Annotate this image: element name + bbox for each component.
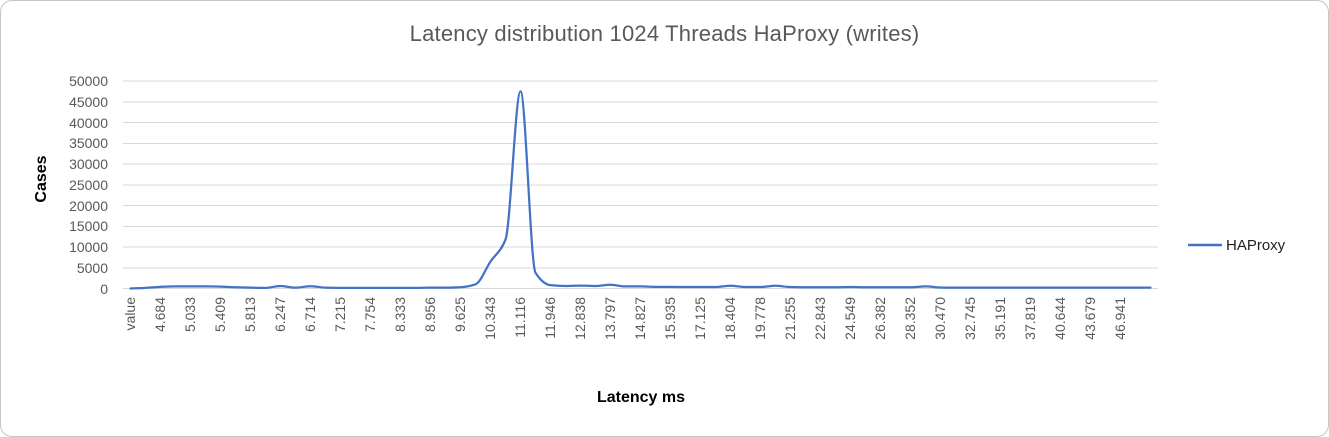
y-tick-label: 40000 (69, 114, 108, 131)
x-tick-label: 5.033 (182, 297, 198, 333)
y-tick-label: 30000 (69, 156, 108, 172)
y-tick-label: 50000 (69, 73, 108, 89)
x-axis-title: Latency ms (596, 389, 686, 406)
y-tick-label: 25000 (69, 176, 108, 193)
x-tick-label: 6.714 (302, 297, 318, 333)
x-tick-label: 14.827 (632, 297, 648, 340)
y-tick-label: 15000 (69, 218, 108, 235)
y-tick-label: 20000 (69, 197, 108, 214)
x-tick-label: 4.684 (152, 297, 168, 333)
x-tick-label: 21.255 (782, 297, 798, 340)
chart-title: Latency distribution 1024 Threads HaProx… (409, 21, 920, 46)
x-tick-label: 7.215 (332, 297, 348, 333)
legend: HAProxy (1187, 233, 1285, 257)
x-tick-label: 40.644 (1052, 297, 1068, 340)
y-tick-label: 5000 (76, 259, 108, 276)
x-tick-label: 32.745 (962, 297, 978, 340)
x-tick-label: 13.797 (602, 297, 618, 340)
y-tick-label: 45000 (69, 93, 108, 110)
x-tick-label: 43.679 (1082, 297, 1098, 340)
x-tick-label: 5.409 (212, 297, 228, 333)
x-tick-label: 26.382 (872, 297, 888, 340)
x-tick-label: 8.333 (392, 297, 408, 333)
x-tick-label: 15.935 (662, 297, 678, 340)
x-tick-label: 5.813 (242, 297, 258, 333)
x-tick-label: 11.946 (542, 297, 558, 339)
x-tick-label: value (122, 297, 138, 331)
x-tick-label: 28.352 (902, 297, 918, 340)
haproxy-series-line (129, 90, 1152, 290)
x-tick-label: 37.819 (1022, 297, 1038, 340)
x-tick-label: 11.116 (512, 297, 528, 338)
x-tick-label: 8.956 (422, 297, 438, 333)
x-tick-label: 9.625 (452, 297, 468, 333)
legend-label: HAProxy (1226, 236, 1286, 254)
x-tick-label: 17.125 (692, 297, 708, 340)
x-tick-label: 7.754 (362, 297, 378, 333)
x-tick-label: 12.838 (572, 297, 588, 340)
x-tick-label: 30.470 (932, 297, 948, 340)
x-tick-label: 18.404 (722, 297, 738, 340)
x-tick-label: 24.549 (842, 297, 858, 340)
y-tick-label: 35000 (69, 135, 108, 152)
x-tick-label: 10.343 (482, 297, 498, 340)
y-tick-label: 10000 (69, 239, 108, 255)
legend-line-marker (1188, 243, 1222, 247)
x-tick-label: 35.191 (992, 297, 1008, 340)
y-tick-label: 0 (100, 280, 108, 297)
x-tick-label: 19.778 (752, 297, 768, 340)
x-tick-label: 22.843 (812, 297, 828, 340)
x-tick-label: 6.247 (272, 297, 288, 333)
x-tick-label: 46.941 (1112, 297, 1128, 340)
